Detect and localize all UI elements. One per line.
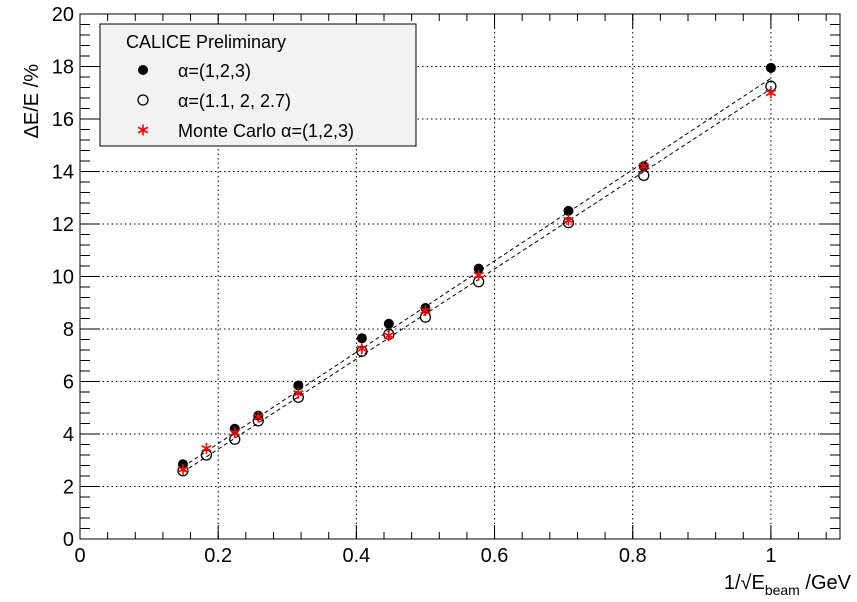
x-axis-title-suffix: /GeV — [800, 572, 852, 594]
data-point — [383, 330, 395, 342]
fit-line — [182, 88, 772, 473]
data-point — [765, 87, 777, 99]
data-point — [229, 427, 240, 439]
data-point — [473, 269, 484, 281]
data-point — [253, 411, 264, 423]
data-point — [563, 214, 574, 226]
series-monte-carlo — [177, 87, 777, 475]
y-tick-label: 8 — [63, 319, 74, 341]
y-tick-label: 6 — [63, 372, 74, 394]
data-point — [638, 160, 649, 172]
y-axis-title: ΔE/E /% — [21, 64, 43, 139]
y-tick-label: 18 — [52, 57, 74, 79]
legend-marker — [137, 124, 149, 136]
legend-label: α=(1,2,3) — [178, 61, 251, 81]
x-axis-title-sub: beam — [765, 582, 800, 598]
asterisk-stroke — [137, 126, 149, 134]
asterisk-stroke — [420, 307, 431, 315]
x-axis-title: 1/√Ebeam /GeV — [724, 572, 852, 598]
asterisk-stroke — [177, 465, 189, 473]
asterisk-stroke — [356, 345, 368, 353]
data-point — [765, 62, 776, 73]
data-point — [420, 305, 431, 317]
legend-box — [99, 23, 417, 147]
asterisk-stroke — [383, 332, 395, 340]
x-tick-label: 0 — [74, 545, 85, 567]
data-point — [356, 343, 368, 355]
asterisk-stroke — [638, 162, 649, 170]
data-points — [177, 62, 777, 477]
data-point — [563, 205, 574, 216]
y-tick-label: 12 — [52, 214, 74, 236]
legend-items: α=(1,2,3) α=(1.1, 2, 2.7) Monte Carlo α=(1… — [137, 61, 354, 141]
y-tick-label: 0 — [63, 529, 74, 551]
asterisk-stroke — [229, 429, 240, 437]
legend-label: α=(1.1, 2, 2.7) — [178, 91, 291, 111]
asterisk-stroke — [765, 89, 777, 97]
x-tick-label: 0.6 — [481, 545, 509, 567]
y-tick-label: 4 — [63, 424, 74, 446]
axis-ticks — [79, 13, 840, 540]
x-tick-label: 1 — [765, 545, 776, 567]
y-tick-labels: 0 2 4 6 8 10 12 14 16 18 20 — [52, 4, 74, 551]
asterisk-stroke — [201, 444, 212, 452]
x-tick-labels: 0 0.2 0.4 0.6 0.8 1 — [74, 545, 776, 567]
data-point — [293, 380, 304, 391]
y-tick-label: 10 — [52, 267, 74, 289]
x-tick-label: 0.2 — [204, 545, 232, 567]
legend-marker — [137, 94, 149, 106]
legend-label: Monte Carlo α=(1,2,3) — [178, 121, 354, 141]
asterisk-stroke — [293, 389, 304, 397]
legend-header: CALICE Preliminary — [126, 32, 286, 52]
data-point — [177, 463, 189, 475]
legend: CALICE Preliminary α=(1,2,3) α=(1.1, 2, 2… — [99, 23, 417, 147]
data-point — [356, 333, 367, 344]
y-tick-label: 14 — [52, 162, 74, 184]
asterisk-stroke — [253, 413, 264, 421]
y-tick-label: 20 — [52, 4, 74, 26]
y-tick-label: 2 — [63, 477, 74, 499]
series-alpha-11-2-27 — [177, 80, 777, 477]
data-point — [293, 387, 304, 399]
asterisk-stroke — [563, 216, 574, 224]
x-tick-label: 0.8 — [619, 545, 647, 567]
data-point — [473, 263, 484, 274]
x-tick-label: 0.4 — [342, 545, 370, 567]
x-axis-title-prefix: 1/√E — [724, 572, 765, 594]
asterisk-stroke — [473, 271, 484, 279]
data-point — [201, 442, 212, 454]
legend-marker — [138, 65, 148, 75]
data-point — [383, 318, 394, 329]
y-tick-label: 16 — [52, 109, 74, 131]
